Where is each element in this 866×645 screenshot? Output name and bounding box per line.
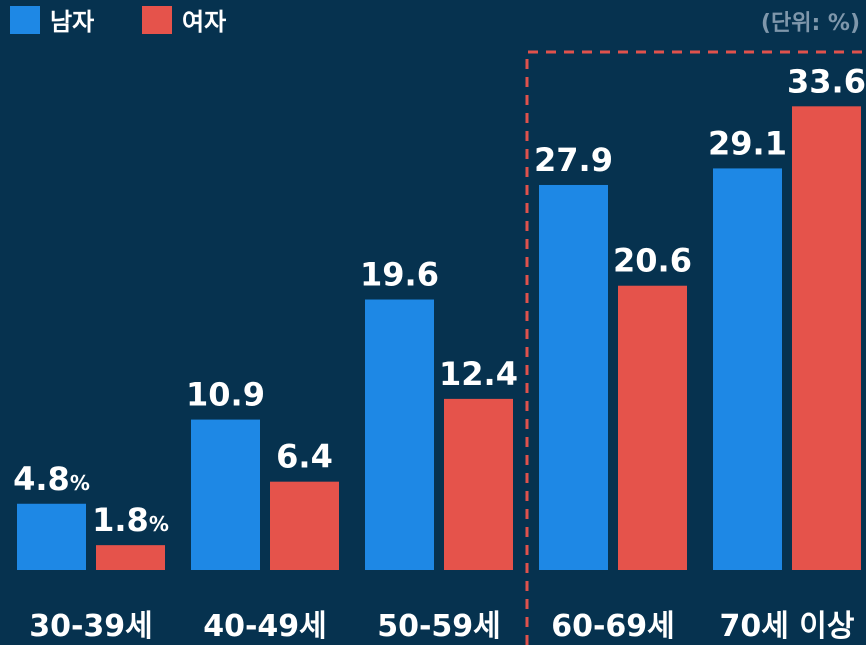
x-tick-label: 60-69세 [551, 609, 675, 644]
bar [17, 503, 86, 570]
bar [270, 481, 339, 570]
x-tick-label: 40-49세 [203, 609, 327, 644]
x-tick-label: 30-39세 [29, 609, 153, 644]
value-label: 20.6 [613, 242, 692, 280]
value-label: 1.8% [92, 501, 169, 539]
bar [539, 184, 608, 571]
legend-swatch [10, 6, 40, 34]
legend-label: 여자 [182, 8, 226, 36]
unit-note: (단위: %) [761, 11, 860, 36]
value-label: 10.9 [186, 376, 265, 414]
bar [444, 398, 513, 570]
legend-swatch [142, 6, 172, 34]
bar [713, 168, 782, 571]
value-label: 19.6 [360, 256, 439, 294]
x-tick-label: 50-59세 [377, 609, 501, 644]
bar [365, 299, 434, 570]
highlight-box [525, 50, 866, 645]
value-label: 6.4 [276, 438, 333, 476]
value-label: 29.1 [708, 124, 787, 162]
value-label: 33.6 [787, 62, 866, 100]
bar [792, 106, 861, 570]
value-label: 12.4 [439, 355, 518, 393]
value-label: 27.9 [534, 141, 613, 179]
bar [618, 285, 687, 570]
value-label: 4.8% [13, 460, 90, 498]
x-tick-label: 70세 이상 [720, 609, 855, 644]
legend-label: 남자 [50, 8, 94, 36]
bar [96, 545, 165, 570]
bar [191, 419, 260, 570]
